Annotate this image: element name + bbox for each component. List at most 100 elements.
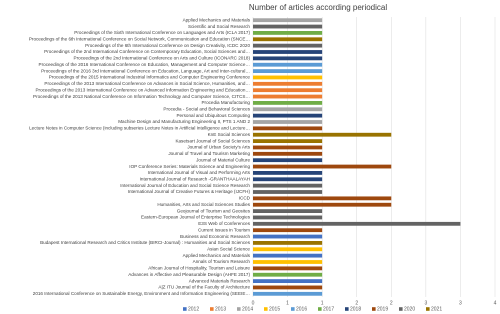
bar-segment xyxy=(253,279,323,283)
y-tick-label: Scientific and Social Research xyxy=(188,24,250,29)
bar-segment xyxy=(253,50,323,54)
legend-swatch xyxy=(291,307,295,311)
y-tick-label: 2016 International Conference on Sustain… xyxy=(33,291,250,296)
y-tick-label: Proceedings of the 6th International Con… xyxy=(29,36,250,41)
bar-segment xyxy=(253,151,323,156)
legend-swatch xyxy=(318,307,322,311)
bar-segment xyxy=(253,253,323,258)
bar-segment xyxy=(253,164,392,169)
legend-swatch xyxy=(210,307,214,311)
y-tick-label: IOP Conference Series: Materials Science… xyxy=(129,164,250,169)
y-tick-label: Procedia Manufacturing xyxy=(201,100,250,105)
legend-swatch xyxy=(237,307,241,311)
y-tick-label: Current Issues in Tourism xyxy=(198,227,250,232)
y-tick-label: Proceedings of the Sixth International C… xyxy=(74,30,250,35)
legend-label: 2017 xyxy=(323,306,334,312)
y-tick-label: International Journal of Visual and Perf… xyxy=(148,170,251,175)
y-tick-label: Budapest International Research and Crit… xyxy=(40,240,251,245)
bar-segment xyxy=(253,18,323,23)
y-tick-label: Advanced Materials Research xyxy=(189,278,251,283)
bar-segment xyxy=(253,81,323,86)
legend-label: 2012 xyxy=(188,306,199,312)
bar-segment xyxy=(253,31,323,35)
legend-label: 2015 xyxy=(269,306,280,312)
bar-segment xyxy=(253,145,323,150)
bar-segment xyxy=(253,132,392,137)
bar-segment xyxy=(253,196,392,201)
bar-segment xyxy=(253,139,323,143)
bar-segment xyxy=(253,285,323,290)
bar-segment xyxy=(253,266,323,271)
y-tick-label: Journal of Urban Society's Arts xyxy=(187,145,250,150)
y-tick-label: Proceedings of the 2013 International Co… xyxy=(35,87,250,92)
y-tick-label: Eastern-European Journal of Enterprise T… xyxy=(141,215,251,220)
bar-segment xyxy=(253,69,323,73)
x-tick-label: 4 xyxy=(494,300,497,306)
y-tick-label: Kasetsart Journal of Social Sciences xyxy=(175,138,250,143)
bar-segment xyxy=(253,171,323,175)
bar-segment xyxy=(253,62,323,67)
y-tick-label: International Journal of Education and S… xyxy=(120,183,250,188)
y-tick-label: Personal and Ubiquitous Computing xyxy=(176,113,250,118)
y-tick-label: Procedia - Social and Behavioral Science… xyxy=(163,106,250,111)
bar-segment xyxy=(253,215,323,220)
bar-segment xyxy=(253,37,323,42)
legend-swatch xyxy=(183,307,187,311)
y-tick-label: Proceedings of the 2nd International Con… xyxy=(74,56,251,61)
y-tick-label: International Journal of Creative Future… xyxy=(128,189,251,194)
bar-segment xyxy=(253,56,323,61)
bar-segment xyxy=(253,234,323,239)
y-tick-label: A|Z ITU Journal of the Faculty of Archit… xyxy=(158,285,250,290)
y-tick-label: Asian Social Science xyxy=(207,246,250,251)
bar-segment xyxy=(253,88,323,93)
legend-swatch xyxy=(345,307,349,311)
y-tick-label: Lecture Notes in Computer Science (inclu… xyxy=(29,126,250,131)
bar-segment xyxy=(253,183,323,188)
y-tick-label: Journal of Material Culture xyxy=(196,157,250,162)
bar-segment xyxy=(253,94,323,99)
y-tick-label: Journal of Travel and Tourism Marketing xyxy=(168,151,250,156)
y-tick-label: Machine Design and Manufacturing Enginee… xyxy=(118,119,250,124)
legend-label: 2021 xyxy=(431,306,442,312)
legend-swatch xyxy=(372,307,376,311)
chart-title: Number of articles according periodical xyxy=(249,3,388,12)
y-tick-label: Proceedings of the 2013 National Confere… xyxy=(33,94,250,99)
y-tick-label: Applied Mechanics and Materials xyxy=(183,253,251,258)
bar-segment xyxy=(253,247,323,252)
y-tick-label: Proceedings of the 2nd International Con… xyxy=(44,49,250,54)
bar-segment xyxy=(253,209,323,213)
bar-segment xyxy=(253,101,323,105)
bar-segment xyxy=(253,228,323,233)
legend-label: 2016 xyxy=(296,306,307,312)
bar-segment xyxy=(253,158,323,163)
y-tick-label: Business and Economic Research xyxy=(180,234,250,239)
y-tick-label: Proceedings of the 2016 International Co… xyxy=(39,62,250,67)
y-tick-label: E3S Web of Conferences xyxy=(198,221,250,226)
y-tick-label: African Journal of Hospitality, Tourism … xyxy=(148,266,250,271)
legend-label: 2019 xyxy=(377,306,388,312)
x-tick-label: 3 xyxy=(459,300,462,306)
x-tick-label: 3 xyxy=(424,300,427,306)
y-tick-label: Advances in Affective and Pleasurable De… xyxy=(128,272,250,277)
legend-label: 2013 xyxy=(215,306,226,312)
x-tick-label: 1 xyxy=(321,300,324,306)
bar-segment xyxy=(253,260,323,264)
bar-segment xyxy=(253,291,323,296)
bar-segment xyxy=(253,221,461,226)
bar-segment xyxy=(253,177,323,182)
bar-segment xyxy=(253,43,323,48)
bar-segment xyxy=(253,241,323,245)
bar-segment xyxy=(253,113,323,118)
y-tick-label: Proceedings of the 2015 International In… xyxy=(49,75,251,80)
y-tick-label: International Journal of Research -GRANT… xyxy=(140,176,250,181)
x-tick-label: 1 xyxy=(286,300,289,306)
legend-swatch xyxy=(264,307,268,311)
bar-segment xyxy=(253,190,323,194)
legend-label: 2014 xyxy=(242,306,253,312)
y-tick-label: ICCD xyxy=(239,196,251,201)
legend-label: 2020 xyxy=(404,306,415,312)
bar-segment xyxy=(253,120,323,124)
y-tick-label: Proceedings of the 2016 3rd Internationa… xyxy=(41,68,250,73)
y-tick-label: Proceedings of the 6th International Con… xyxy=(85,43,250,48)
